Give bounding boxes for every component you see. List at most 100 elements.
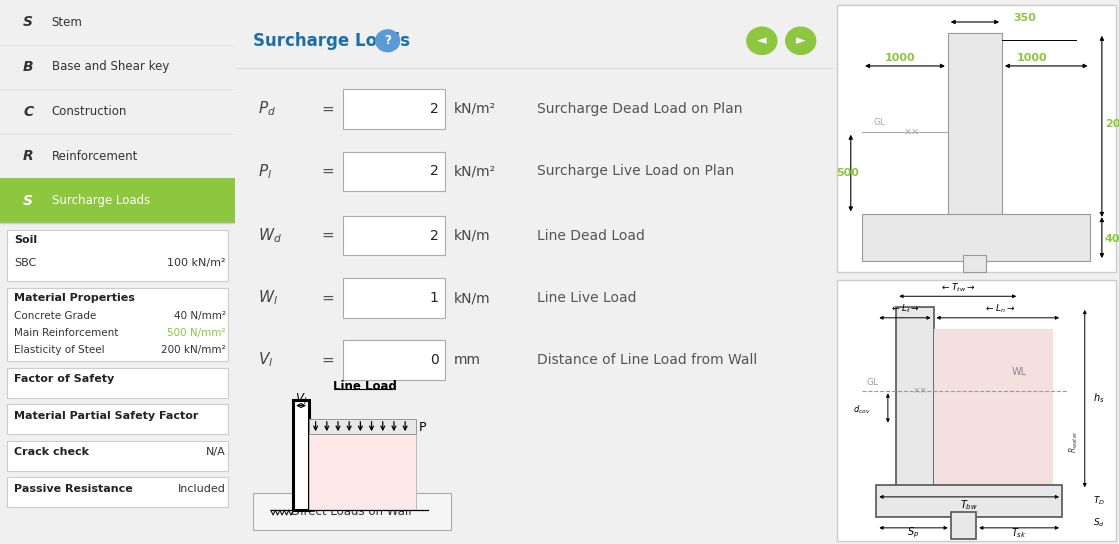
Text: ?: ? (384, 34, 391, 47)
Text: kN/m²: kN/m² (453, 164, 496, 178)
FancyBboxPatch shape (342, 341, 444, 380)
Text: 400: 400 (1104, 234, 1119, 244)
Text: 2: 2 (430, 102, 439, 116)
FancyBboxPatch shape (7, 404, 228, 434)
FancyBboxPatch shape (7, 368, 228, 398)
Circle shape (786, 27, 816, 54)
Text: Crack check: Crack check (15, 447, 90, 457)
Text: $S_d$: $S_d$ (1093, 516, 1104, 529)
Text: $T_{bw}$: $T_{bw}$ (960, 498, 978, 512)
Text: Base and Shear key: Base and Shear key (51, 60, 169, 73)
FancyBboxPatch shape (862, 214, 1090, 261)
Text: 200 kN/mm²: 200 kN/mm² (161, 345, 226, 355)
Text: P: P (419, 421, 426, 434)
Text: S: S (23, 194, 34, 208)
Text: Surcharge Loads: Surcharge Loads (253, 32, 410, 50)
Text: Surcharge Live Load on Plan: Surcharge Live Load on Plan (537, 164, 734, 178)
Circle shape (376, 30, 399, 52)
Text: $\leftarrow T_{tw} \rightarrow$: $\leftarrow T_{tw} \rightarrow$ (940, 282, 976, 294)
Text: GL: GL (874, 118, 885, 127)
Text: $R_{water}$: $R_{water}$ (1068, 430, 1080, 453)
FancyBboxPatch shape (342, 151, 444, 191)
FancyBboxPatch shape (933, 329, 1053, 490)
FancyBboxPatch shape (837, 280, 1116, 541)
Text: $V_l$: $V_l$ (295, 392, 308, 407)
FancyBboxPatch shape (0, 178, 235, 223)
Text: $T_{sk}$: $T_{sk}$ (1012, 527, 1027, 540)
Text: 350: 350 (1014, 13, 1036, 23)
Text: Line Dead Load: Line Dead Load (537, 228, 646, 243)
Text: B: B (22, 60, 34, 74)
Text: =: = (321, 228, 335, 243)
Text: $P_{d}$: $P_{d}$ (257, 100, 275, 118)
FancyBboxPatch shape (837, 5, 1116, 272)
Text: 0: 0 (430, 353, 439, 367)
FancyBboxPatch shape (7, 441, 228, 471)
Text: Elasticity of Steel: Elasticity of Steel (15, 345, 105, 355)
Text: Factor of Safety: Factor of Safety (15, 374, 114, 384)
Text: $d_{cov}$: $d_{cov}$ (854, 403, 871, 416)
Text: $V_{l}$: $V_{l}$ (257, 351, 273, 369)
Text: 1000: 1000 (885, 53, 915, 63)
Text: SBC: SBC (15, 258, 36, 268)
Text: $S_p$: $S_p$ (908, 526, 920, 540)
Text: Surcharge Dead Load on Plan: Surcharge Dead Load on Plan (537, 102, 743, 116)
Text: Material Partial Safety Factor: Material Partial Safety Factor (15, 411, 198, 421)
Text: Direct Loads on Wall: Direct Loads on Wall (291, 505, 412, 518)
Text: kN/m: kN/m (453, 228, 490, 243)
Text: kN/m: kN/m (453, 291, 490, 305)
Text: 500: 500 (837, 168, 859, 178)
Text: =: = (321, 164, 335, 179)
Text: $\leftarrow L_n \rightarrow$: $\leftarrow L_n \rightarrow$ (984, 302, 1015, 314)
FancyBboxPatch shape (7, 288, 228, 361)
Text: Stem: Stem (51, 16, 83, 29)
Text: Line Load: Line Load (333, 380, 397, 393)
Text: $T_D$: $T_D$ (1093, 494, 1106, 507)
FancyBboxPatch shape (342, 278, 444, 318)
Text: kN/m²: kN/m² (453, 102, 496, 116)
Text: =: = (321, 290, 335, 306)
Text: mm: mm (453, 353, 480, 367)
Text: GL: GL (866, 378, 878, 387)
Text: R: R (22, 149, 34, 163)
Text: Construction: Construction (51, 105, 128, 118)
Text: Included: Included (178, 484, 226, 493)
Text: $W_{l}$: $W_{l}$ (257, 289, 278, 307)
Circle shape (746, 27, 777, 54)
Text: ◄: ◄ (756, 34, 767, 47)
Text: 1000: 1000 (1016, 53, 1047, 63)
FancyBboxPatch shape (309, 419, 416, 434)
Text: 1: 1 (430, 291, 439, 305)
Text: ►: ► (796, 34, 806, 47)
Text: Main Reinforcement: Main Reinforcement (15, 328, 119, 338)
FancyBboxPatch shape (963, 256, 986, 272)
FancyBboxPatch shape (896, 307, 933, 490)
Text: $P_{l}$: $P_{l}$ (257, 162, 272, 181)
Text: S: S (23, 15, 34, 29)
Text: Reinforcement: Reinforcement (51, 150, 138, 163)
Text: N/A: N/A (206, 447, 226, 457)
FancyBboxPatch shape (342, 89, 444, 128)
FancyBboxPatch shape (7, 477, 228, 507)
Text: =: = (321, 101, 335, 116)
Text: Passive Resistance: Passive Resistance (15, 484, 133, 493)
Text: WL: WL (1012, 367, 1027, 376)
Text: 2: 2 (430, 228, 439, 243)
Text: 100 kN/m²: 100 kN/m² (167, 258, 226, 268)
Text: Surcharge Loads: Surcharge Loads (51, 194, 150, 207)
Text: Soil: Soil (15, 235, 37, 245)
Text: $h_s$: $h_s$ (1093, 392, 1104, 405)
Text: 500 N/mm²: 500 N/mm² (167, 328, 226, 338)
Text: Distance of Line Load from Wall: Distance of Line Load from Wall (537, 353, 758, 367)
Text: $W_{d}$: $W_{d}$ (257, 226, 282, 245)
FancyBboxPatch shape (342, 216, 444, 256)
Text: Material Properties: Material Properties (15, 293, 135, 303)
FancyBboxPatch shape (948, 33, 1002, 220)
Text: 2000: 2000 (1104, 119, 1119, 128)
Text: C: C (23, 104, 34, 119)
Text: Concrete Grade: Concrete Grade (15, 311, 96, 320)
Text: ××: ×× (904, 127, 920, 137)
FancyBboxPatch shape (253, 493, 451, 530)
Text: ××: ×× (913, 386, 928, 395)
FancyBboxPatch shape (7, 230, 228, 281)
